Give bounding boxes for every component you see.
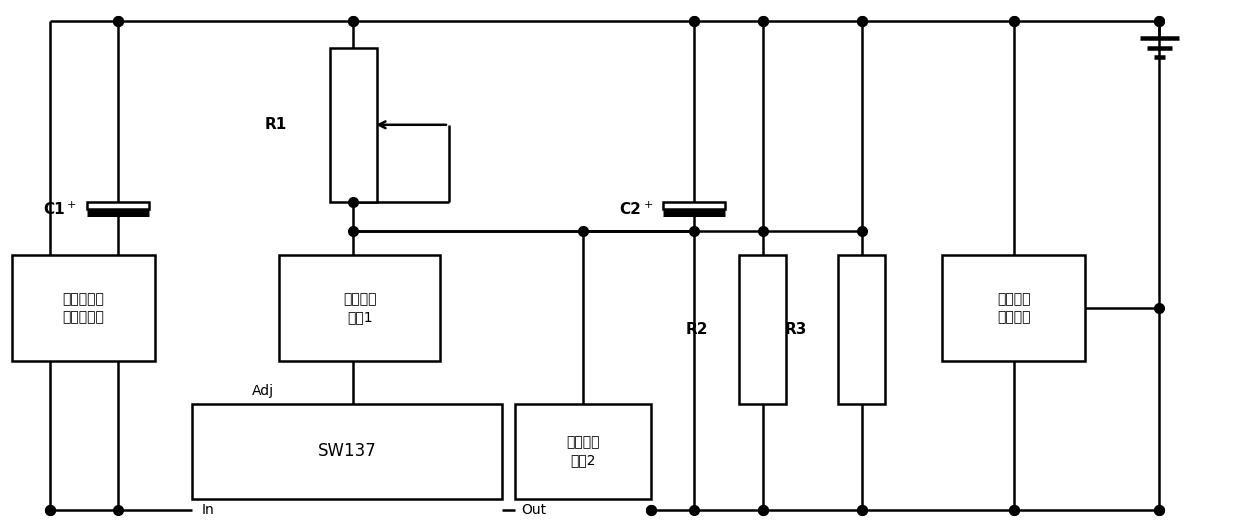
Text: +: + — [67, 201, 77, 210]
Bar — [942, 255, 1085, 361]
Text: SW137: SW137 — [317, 442, 377, 460]
Bar — [279, 255, 440, 361]
Text: R3: R3 — [785, 322, 807, 337]
Text: R1: R1 — [264, 117, 286, 132]
Text: C2: C2 — [619, 202, 641, 217]
Text: 输入电源及
其监测电路: 输入电源及 其监测电路 — [63, 292, 104, 324]
Text: In: In — [202, 503, 215, 517]
Text: R2: R2 — [686, 322, 708, 337]
Bar — [515, 404, 651, 499]
Bar — [192, 404, 502, 499]
Bar — [330, 48, 377, 202]
Bar — [739, 255, 786, 404]
Bar — [87, 202, 149, 209]
Text: Adj: Adj — [252, 384, 274, 398]
Text: C1: C1 — [43, 202, 64, 217]
Text: +: + — [644, 201, 653, 210]
Bar — [663, 202, 725, 209]
Bar — [12, 255, 155, 361]
Text: 电流采集
电路1: 电流采集 电路1 — [342, 292, 377, 324]
Bar — [838, 255, 885, 404]
Text: 输出电压
监测电路: 输出电压 监测电路 — [997, 292, 1030, 324]
Text: 电流采集
电路2: 电流采集 电路2 — [565, 435, 600, 468]
Text: Out: Out — [521, 503, 546, 517]
